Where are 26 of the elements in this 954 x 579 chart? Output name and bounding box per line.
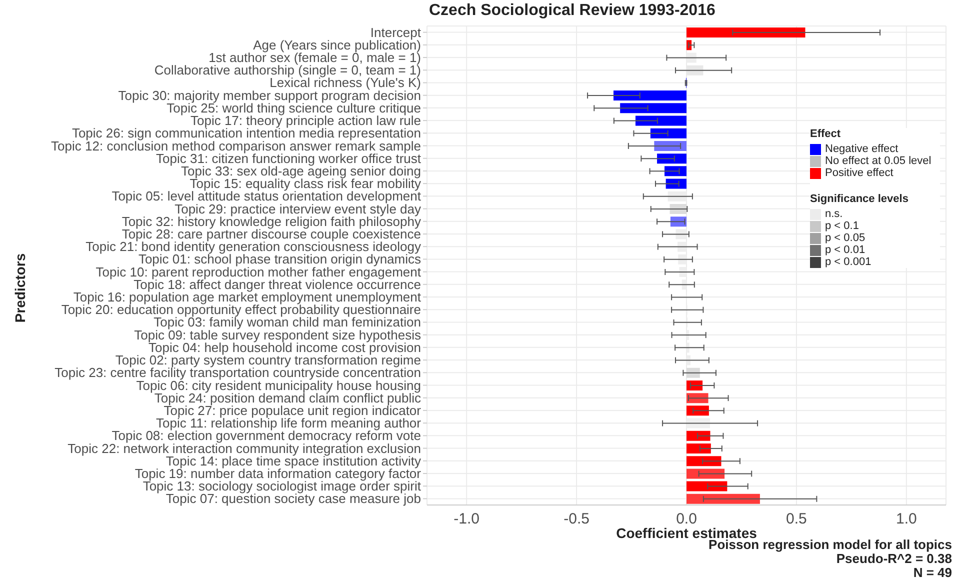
y-tick-label: Topic 31: citizen functioning worker office trust (156, 150, 422, 166)
chart-title: Czech Sociological Review 1993-2016 (429, 2, 716, 20)
x-tick-label: 0.0 (676, 510, 697, 528)
x-tick-label: 1.0 (896, 510, 917, 528)
y-tick-label: Topic 21: bond identity generation consciousness ideology (86, 239, 422, 254)
annotation: n.s. (825, 208, 843, 220)
x-tick-label: 0.5 (786, 510, 807, 528)
annotation: Significance levels (810, 193, 910, 205)
legend-label: Positive effect (824, 167, 894, 179)
legend-label: Negative effect (824, 143, 900, 155)
y-tick-label: Age (Years since publication) (253, 37, 421, 52)
text: N = 49 (912, 565, 952, 579)
annotation: p < 0.05 (825, 232, 866, 244)
x-tick-label: -0.5 (564, 510, 590, 528)
text: No effect at 0.05 level (824, 155, 932, 167)
y-tick-label: Topic 29: practice interview event style day (174, 201, 422, 216)
legend-title: Effect (810, 128, 842, 140)
y-tick-label: Topic 27: price populace unit region indicator (164, 402, 422, 418)
text: Pseudo-R^2 = 0.38 (835, 551, 952, 566)
y-axis-title: Predictors (12, 252, 28, 325)
x-tick-label: -1.0 (454, 510, 480, 528)
annotation: p < 0.1 (825, 220, 859, 232)
annotation: p < 0.001 (825, 256, 872, 268)
y-tick-label: Intercept (370, 24, 422, 40)
annotation: p < 0.01 (825, 244, 866, 256)
y-tick-label: Topic 02: party system country transformation regime (115, 352, 421, 368)
